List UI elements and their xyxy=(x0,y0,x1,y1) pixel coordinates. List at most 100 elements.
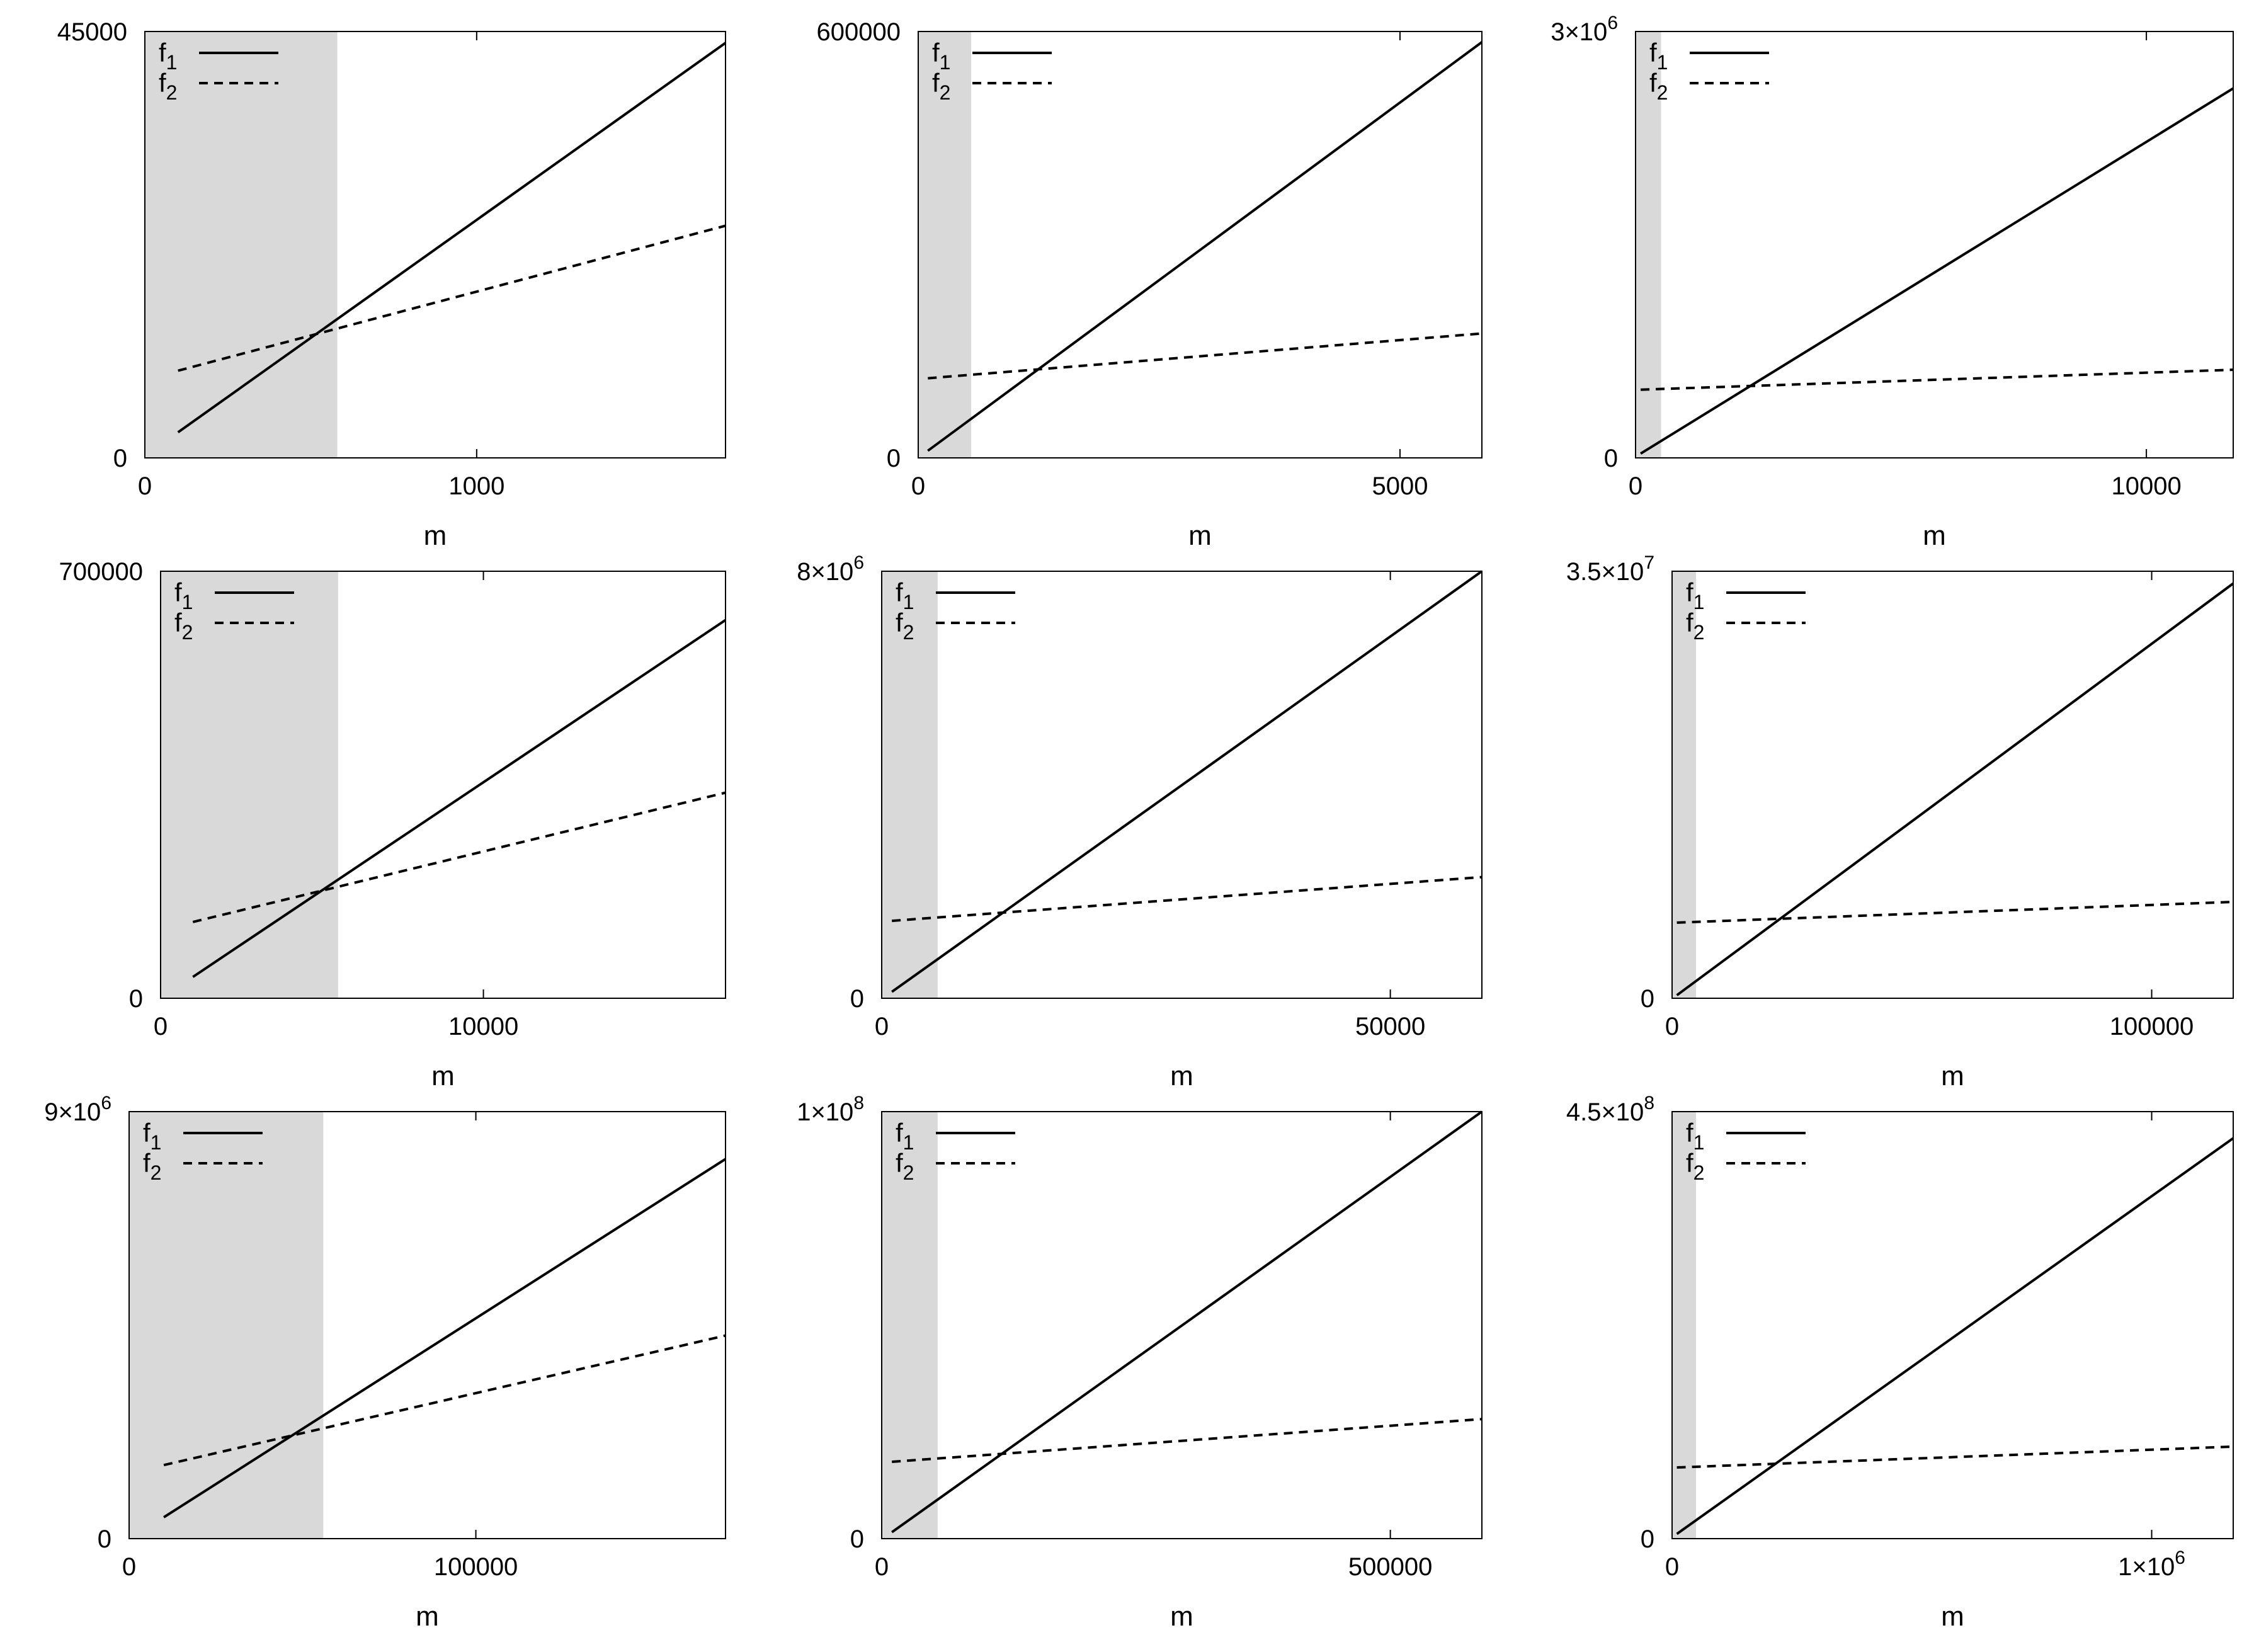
legend-label-f2: f2 xyxy=(1686,1148,1704,1184)
series-line-f2 xyxy=(892,1418,1483,1463)
y-tick-label-exponent: 8 xyxy=(1644,1093,1654,1114)
y-tick-label: 0 xyxy=(1641,1525,1654,1553)
y-tick-label: 3.5×107 xyxy=(1566,552,1654,586)
legend-label-letter: f xyxy=(1686,1148,1693,1178)
legend-label-letter: f xyxy=(143,1148,151,1178)
x-tick-label: 0 xyxy=(1665,1013,1679,1040)
legend-label-letter: f xyxy=(174,578,182,607)
legend-label-f1: f1 xyxy=(1686,1118,1704,1154)
legend-label-f1: f1 xyxy=(174,578,193,613)
x-axis-label: m xyxy=(416,1601,439,1632)
y-tick-label-exponent: 7 xyxy=(1644,552,1654,573)
legend-label-letter: f xyxy=(143,1118,151,1148)
legend-label-f2: f2 xyxy=(143,1148,161,1184)
plot-frame xyxy=(1671,571,2234,999)
x-tick-label: 0 xyxy=(875,1553,889,1581)
y-tick-label: 8×106 xyxy=(797,552,864,586)
plot-frame xyxy=(918,31,1483,459)
legend-label-letter: f xyxy=(896,578,903,607)
legend-label-letter: f xyxy=(1649,38,1657,67)
x-tick-label: 0 xyxy=(122,1553,136,1581)
y-tick-label-text: 600000 xyxy=(817,18,901,46)
series-line-f2 xyxy=(192,791,726,923)
x-tick-label-text: 0 xyxy=(875,1013,889,1040)
legend-label-letter: f xyxy=(1686,1118,1693,1148)
y-tick-label-text: 0 xyxy=(850,985,864,1013)
x-tick-label: 0 xyxy=(911,472,925,500)
x-tick-label-exponent: 6 xyxy=(2175,1547,2185,1568)
y-tick-label: 600000 xyxy=(817,18,901,46)
y-tick-label: 45000 xyxy=(57,18,127,46)
x-tick-label-text: 0 xyxy=(138,472,152,500)
legend-label-subscript: 1 xyxy=(166,51,178,74)
y-tick-label-text: 0 xyxy=(129,985,143,1013)
legend-label-subscript: 2 xyxy=(940,81,951,104)
y-tick-label-text: 0 xyxy=(1641,985,1654,1013)
legend-label-subscript: 1 xyxy=(1693,591,1705,613)
plot-frame xyxy=(881,571,1483,999)
legend-label-f2: f2 xyxy=(896,608,914,644)
x-axis-label: m xyxy=(1941,1601,1964,1632)
series-line-f2 xyxy=(178,224,726,372)
y-tick-label-text: 0 xyxy=(850,1525,864,1553)
legend-label-letter: f xyxy=(896,1118,903,1148)
x-tick-label: 100000 xyxy=(434,1553,518,1581)
y-tick-label: 3×106 xyxy=(1551,13,1618,46)
x-tick-label-text: 0 xyxy=(122,1553,136,1581)
legend-label-subscript: 1 xyxy=(1657,51,1668,74)
legend-label-f1: f1 xyxy=(1686,578,1704,613)
legend-label-subscript: 2 xyxy=(903,1161,914,1184)
x-tick-label-text: 0 xyxy=(875,1553,889,1581)
x-tick-label: 0 xyxy=(1665,1553,1679,1581)
legend-label-letter: f xyxy=(932,68,940,98)
legend-label-f1: f1 xyxy=(159,38,177,74)
series-line-f1 xyxy=(192,618,727,978)
legend-label-subscript: 2 xyxy=(903,621,914,644)
y-tick-label: 0 xyxy=(1641,985,1654,1013)
x-axis-label: m xyxy=(424,520,447,551)
legend-label-subscript: 1 xyxy=(903,591,914,613)
plot-frame xyxy=(1635,31,2234,459)
legend-label-subscript: 1 xyxy=(151,1131,162,1154)
series-line-f2 xyxy=(928,332,1483,380)
x-tick-label-text: 100000 xyxy=(434,1553,518,1581)
x-tick-label-text: 0 xyxy=(1629,472,1642,500)
y-tick-label: 4.5×108 xyxy=(1566,1093,1654,1126)
x-axis-label: m xyxy=(1170,1601,1193,1632)
y-tick-label: 0 xyxy=(1604,445,1618,472)
y-tick-label: 0 xyxy=(129,985,143,1013)
legend-label-letter: f xyxy=(1686,578,1693,607)
x-tick-label: 100000 xyxy=(2110,1013,2194,1040)
y-tick-label-text: 3×10 xyxy=(1551,18,1607,46)
legend-label-letter: f xyxy=(1686,608,1693,637)
x-axis-label: m xyxy=(1170,1061,1193,1091)
series-line-f1 xyxy=(1676,582,2234,996)
y-tick-label-exponent: 6 xyxy=(101,1093,111,1114)
y-tick-label: 9×106 xyxy=(44,1093,111,1126)
legend-label-subscript: 1 xyxy=(182,591,193,613)
y-tick-label: 0 xyxy=(850,1525,864,1553)
legend-label-f2: f2 xyxy=(1649,68,1668,104)
plot-frame xyxy=(128,1111,726,1539)
x-tick-label-text: 0 xyxy=(1665,1013,1679,1040)
x-axis-label: m xyxy=(1941,1061,1964,1091)
legend-label-letter: f xyxy=(159,68,166,98)
x-tick-label: 0 xyxy=(1629,472,1642,500)
x-tick-label: 0 xyxy=(875,1013,889,1040)
x-axis-label: m xyxy=(1923,520,1946,551)
x-tick-label: 10000 xyxy=(2111,472,2181,500)
x-axis-label: m xyxy=(1188,520,1212,551)
shaded-region xyxy=(882,571,938,998)
legend-label-f1: f1 xyxy=(896,578,914,613)
y-tick-label-text: 0 xyxy=(1641,1525,1654,1553)
legend-label-f1: f1 xyxy=(143,1118,161,1154)
legend-label-subscript: 2 xyxy=(1693,1161,1705,1184)
